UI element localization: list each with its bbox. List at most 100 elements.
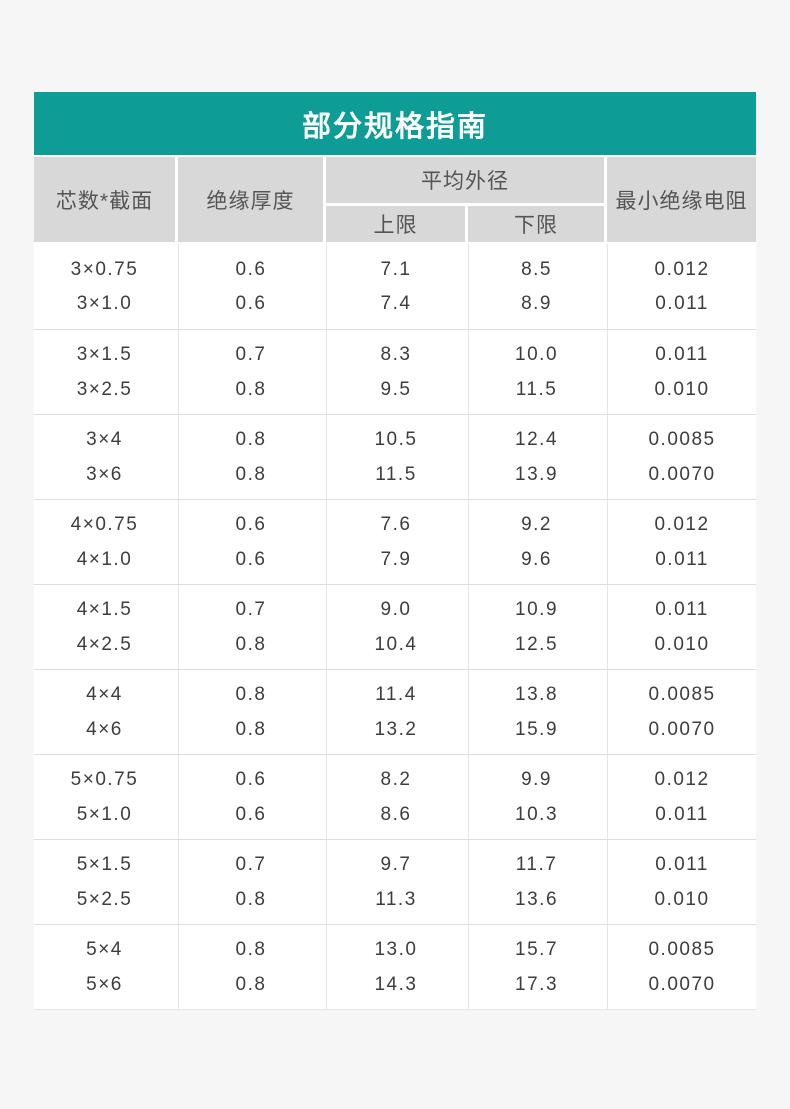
cell-od-upper: 8.3 9.5 — [325, 330, 465, 414]
value-spec: 3×1.0 — [76, 293, 133, 315]
col-header-od-upper: 上限 — [325, 206, 465, 242]
spec-group: 3×0.75 3×1.0 0.6 0.6 7.1 7.4 8.5 8.9 0.012 0.011 — [34, 244, 756, 329]
cell-thickness: 0.8 0.8 — [178, 415, 323, 499]
value-od-lower: 9.2 — [521, 514, 552, 536]
value-od-upper: 9.7 — [380, 854, 412, 876]
cell-thickness: 0.8 0.8 — [178, 670, 323, 754]
value-od-upper: 13.2 — [374, 718, 418, 740]
value-od-upper: 7.1 — [380, 258, 412, 280]
spec-group: 3×4 3×6 0.8 0.8 10.5 11.5 12.4 13.9 0.0085 0.0070 — [34, 414, 756, 499]
cell-min-resistance: 0.0085 0.0070 — [607, 415, 756, 499]
value-od-lower: 8.9 — [521, 293, 552, 315]
value-od-upper: 14.3 — [374, 973, 418, 995]
table-title: 部分规格指南 — [301, 110, 488, 143]
value-thickness: 0.8 — [235, 633, 267, 655]
value-thickness: 0.7 — [235, 344, 267, 366]
col-header-avg-od: 平均外径 — [325, 157, 605, 203]
value-thickness: 0.6 — [235, 803, 267, 825]
cell-spec: 5×4 5×6 — [34, 925, 175, 1009]
cell-thickness: 0.6 0.6 — [178, 244, 323, 329]
cell-od-lower: 10.0 11.5 — [468, 330, 604, 414]
value-spec: 4×4 — [86, 684, 123, 706]
col-header-spec: 芯数*截面 — [34, 157, 175, 242]
value-thickness: 0.8 — [235, 973, 267, 995]
value-thickness: 0.6 — [235, 514, 267, 536]
spec-sheet: 部分规格指南 芯数*截面 绝缘厚度 平均外径 最小绝缘电阻 上限 下限 3×0.… — [34, 92, 756, 1010]
value-spec: 5×4 — [86, 939, 123, 961]
value-thickness: 0.6 — [235, 548, 267, 570]
value-spec: 3×6 — [86, 463, 123, 485]
cell-od-lower: 8.5 8.9 — [468, 244, 604, 329]
value-min-resistance: 0.011 — [655, 803, 709, 825]
cell-od-lower: 15.7 17.3 — [468, 925, 604, 1009]
cell-min-resistance: 0.0085 0.0070 — [607, 925, 756, 1009]
value-od-upper: 10.5 — [374, 429, 418, 451]
cell-thickness: 0.7 0.8 — [178, 585, 323, 669]
value-spec: 5×1.5 — [76, 854, 133, 876]
cell-thickness: 0.6 0.6 — [178, 755, 323, 839]
cell-od-upper: 9.0 10.4 — [325, 585, 465, 669]
value-min-resistance: 0.012 — [654, 514, 710, 536]
value-thickness: 0.6 — [235, 769, 267, 791]
value-od-lower: 13.6 — [515, 888, 559, 910]
value-od-upper: 11.3 — [375, 888, 417, 910]
cell-thickness: 0.6 0.6 — [178, 500, 323, 584]
cell-od-upper: 7.1 7.4 — [325, 244, 465, 329]
cell-min-resistance: 0.0085 0.0070 — [607, 670, 756, 754]
cell-od-upper: 8.2 8.6 — [325, 755, 465, 839]
value-od-upper: 7.6 — [380, 514, 412, 536]
value-od-lower: 10.9 — [515, 599, 559, 621]
value-min-resistance: 0.0070 — [648, 718, 716, 740]
value-min-resistance: 0.010 — [654, 888, 710, 910]
cell-od-upper: 13.0 14.3 — [325, 925, 465, 1009]
cell-spec: 5×1.5 5×2.5 — [34, 840, 175, 924]
value-spec: 3×1.5 — [76, 344, 133, 366]
cell-spec: 3×0.75 3×1.0 — [34, 244, 175, 329]
value-thickness: 0.8 — [235, 378, 267, 400]
value-min-resistance: 0.010 — [654, 378, 710, 400]
cell-spec: 3×1.5 3×2.5 — [34, 330, 175, 414]
value-min-resistance: 0.012 — [654, 258, 710, 280]
value-min-resistance: 0.011 — [655, 344, 709, 366]
spec-group: 3×1.5 3×2.5 0.7 0.8 8.3 9.5 10.0 11.5 0.011 0.010 — [34, 329, 756, 414]
cell-od-upper: 9.7 11.3 — [325, 840, 465, 924]
value-thickness: 0.6 — [235, 258, 267, 280]
value-od-upper: 7.9 — [380, 548, 412, 570]
spec-group: 5×4 5×6 0.8 0.8 13.0 14.3 15.7 17.3 0.0085 0.0070 — [34, 924, 756, 1009]
value-od-upper: 8.2 — [380, 769, 412, 791]
cell-thickness: 0.7 0.8 — [178, 840, 323, 924]
value-thickness: 0.8 — [235, 939, 267, 961]
cell-spec: 4×4 4×6 — [34, 670, 175, 754]
value-spec: 4×0.75 — [70, 514, 139, 536]
value-od-upper: 7.4 — [380, 293, 412, 315]
value-thickness: 0.8 — [235, 463, 267, 485]
value-min-resistance: 0.0085 — [648, 429, 716, 451]
value-min-resistance: 0.0085 — [648, 939, 716, 961]
cell-od-lower: 13.8 15.9 — [468, 670, 604, 754]
spec-group: 4×0.75 4×1.0 0.6 0.6 7.6 7.9 9.2 9.6 0.012 0.011 — [34, 499, 756, 584]
spec-group: 4×4 4×6 0.8 0.8 11.4 13.2 13.8 15.9 0.0085 0.0070 — [34, 669, 756, 754]
value-thickness: 0.8 — [235, 718, 267, 740]
cell-min-resistance: 0.012 0.011 — [607, 500, 756, 584]
value-od-lower: 13.8 — [515, 684, 559, 706]
value-od-upper: 11.4 — [375, 684, 417, 706]
cell-min-resistance: 0.012 0.011 — [607, 755, 756, 839]
value-od-lower: 11.5 — [515, 378, 558, 400]
cell-od-upper: 11.4 13.2 — [325, 670, 465, 754]
value-min-resistance: 0.010 — [654, 633, 710, 655]
col-header-od-lower: 下限 — [468, 206, 605, 242]
cell-min-resistance: 0.011 0.010 — [607, 840, 756, 924]
value-spec: 5×0.75 — [70, 769, 139, 791]
value-od-lower: 11.7 — [515, 854, 558, 876]
value-thickness: 0.7 — [235, 854, 267, 876]
cell-spec: 5×0.75 5×1.0 — [34, 755, 175, 839]
value-od-lower: 9.9 — [521, 769, 552, 791]
value-od-lower: 17.3 — [515, 973, 559, 995]
cell-spec: 4×1.5 4×2.5 — [34, 585, 175, 669]
value-od-lower: 15.9 — [515, 718, 559, 740]
cell-spec: 3×4 3×6 — [34, 415, 175, 499]
value-spec: 5×2.5 — [76, 888, 133, 910]
value-min-resistance: 0.0070 — [648, 973, 716, 995]
cell-od-lower: 11.7 13.6 — [468, 840, 604, 924]
value-od-upper: 11.5 — [375, 463, 417, 485]
